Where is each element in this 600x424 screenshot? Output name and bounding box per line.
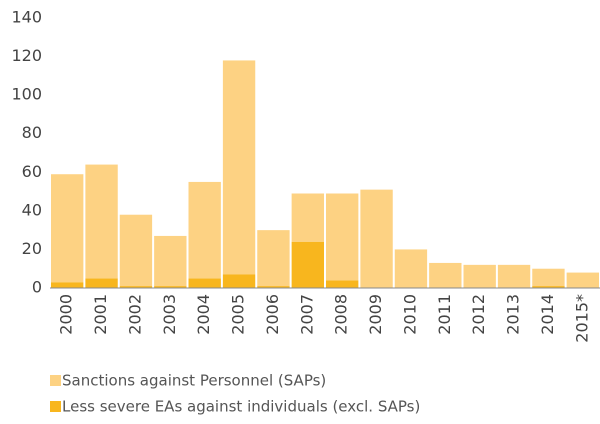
bar-segment xyxy=(85,278,118,288)
y-tick-label: 20 xyxy=(22,239,42,258)
x-tick-label: 2006 xyxy=(263,294,282,335)
x-tick-label: 2005 xyxy=(229,294,248,335)
y-tick-label: 140 xyxy=(11,8,42,27)
bar-segment xyxy=(188,278,221,288)
x-tick-label: 2004 xyxy=(194,294,213,335)
x-tick-label: 2015* xyxy=(572,294,591,343)
bar-segment xyxy=(360,189,393,288)
bar-segment xyxy=(51,282,84,288)
bar-segment xyxy=(222,274,256,288)
bar-segment xyxy=(463,264,496,288)
y-tick-label: 80 xyxy=(22,123,42,142)
y-tick-label: 40 xyxy=(22,200,42,219)
x-tick-label: 2010 xyxy=(400,294,419,335)
bar-segment xyxy=(257,230,290,287)
bar-segment xyxy=(566,272,599,288)
bar-segment xyxy=(119,214,153,287)
x-tick-label: 2000 xyxy=(57,294,76,335)
x-tick-label: 2011 xyxy=(435,294,454,335)
bar-segment xyxy=(326,280,359,288)
x-tick-label: 2003 xyxy=(160,294,179,335)
x-tick-label: 2014 xyxy=(538,294,557,335)
bar-segment xyxy=(154,286,187,288)
x-tick-label: 2002 xyxy=(125,294,144,335)
legend-swatch xyxy=(50,375,61,386)
bar-segment xyxy=(532,268,565,287)
y-tick-label: 120 xyxy=(11,46,42,65)
bar-segment xyxy=(291,241,324,288)
x-tick-label: 2009 xyxy=(366,294,385,335)
x-tick-label: 2012 xyxy=(469,294,488,335)
bar-segment xyxy=(222,60,256,275)
legend-label: Less severe EAs against individuals (exc… xyxy=(62,398,420,416)
bar-segment xyxy=(532,286,565,288)
bar-segment xyxy=(51,174,84,283)
x-tick-label: 2013 xyxy=(504,294,523,335)
bar-segment xyxy=(326,193,359,281)
bar-segment xyxy=(394,249,428,288)
bar-segment xyxy=(119,286,153,288)
bar-segment xyxy=(497,264,531,288)
y-tick-label: 100 xyxy=(11,85,42,104)
x-tick-label: 2007 xyxy=(297,294,316,335)
bar-segment xyxy=(291,193,324,242)
legend-label: Sanctions against Personnel (SAPs) xyxy=(62,372,326,390)
bar-segment xyxy=(154,235,187,287)
bar-segment xyxy=(257,286,290,288)
y-tick-label: 0 xyxy=(32,278,42,297)
x-tick-label: 2008 xyxy=(332,294,351,335)
y-tick-label: 60 xyxy=(22,162,42,181)
bar-segment xyxy=(188,181,221,279)
legend-swatch xyxy=(50,401,61,412)
bar-segment xyxy=(429,262,462,288)
bar-segment xyxy=(85,164,118,279)
x-tick-label: 2001 xyxy=(91,294,110,335)
